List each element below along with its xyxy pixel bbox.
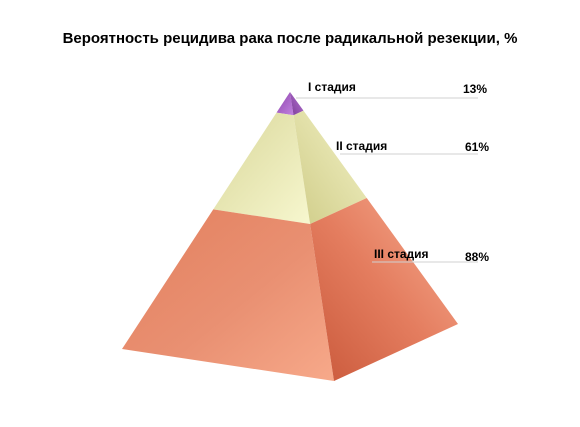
- stage-2-slice-right-face: [293, 110, 367, 225]
- stage-1-slice: [276, 92, 304, 116]
- stage-3-value-label: 88%: [465, 250, 489, 264]
- stage-2-value-label: 61%: [465, 140, 489, 154]
- stage-3-slice: [122, 197, 458, 381]
- stage-1-slice-left-face: [276, 92, 294, 116]
- stage-3-label: III стадия: [374, 247, 429, 261]
- stage-2-label: II стадия: [336, 139, 387, 153]
- stage-2-slice: [213, 110, 367, 225]
- stage-3-slice-left-face: [122, 209, 334, 381]
- chart-title: Вероятность рецидива рака после радикаль…: [62, 30, 518, 47]
- stage-1-label: I стадия: [308, 80, 356, 94]
- stage-2-slice-left-face: [213, 112, 311, 225]
- stage-1-slice-right-face: [290, 92, 304, 116]
- stage-1-value-label: 13%: [463, 82, 487, 96]
- stage-3-slice-right-face: [310, 197, 458, 381]
